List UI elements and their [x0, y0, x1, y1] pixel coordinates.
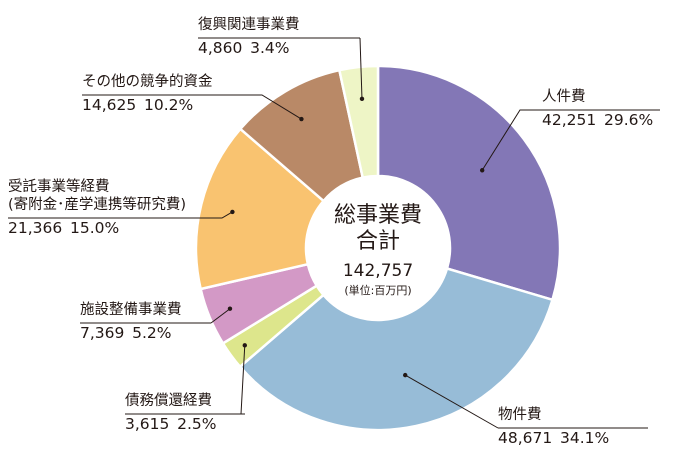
leader-line-3: [210, 308, 231, 324]
leader-line-5: [257, 94, 302, 120]
slice-value-5: 14,625 10.2%: [82, 96, 193, 114]
slice-label-3: 施設整備事業費: [80, 301, 182, 318]
leader-dot-3: [227, 306, 233, 311]
slice-value-3: 7,369 5.2%: [80, 324, 172, 342]
center-title-line-1: 合計: [356, 229, 400, 254]
slice-label-4-line-1: (寄附金･産学連携等研究費): [8, 195, 186, 213]
slice-label-0: 人件費: [542, 88, 586, 105]
pie-slice-6: [337, 64, 380, 180]
leader-line-6: [359, 37, 363, 99]
label-group: 人件費 42,251 29.6% 物件費 48,671 34.1% 債務償還経費 3,61…: [8, 16, 653, 447]
center-unit: (単位:百万円): [344, 283, 411, 297]
leader-dot-6: [359, 96, 365, 102]
slice-value-6: 4,860 3.4%: [198, 39, 290, 57]
slice-label-6: 復興関連事業費: [198, 16, 300, 33]
slice-value-2: 3,615 2.5%: [125, 415, 217, 433]
slice-value-4: 21,366 15.0%: [8, 219, 119, 237]
leader-line-4: [210, 211, 233, 219]
leader-line-group: [8, 37, 660, 429]
leader-line-1: [404, 374, 499, 429]
slice-value-1: 48,671 34.1%: [498, 429, 609, 447]
leader-dot-5: [299, 116, 304, 122]
leader-dot-2: [242, 343, 247, 348]
center-title-line-0: 総事業費: [334, 203, 422, 228]
leader-line-0: [481, 109, 542, 171]
leader-line-2: [240, 345, 246, 415]
slice-label-5: その他の競争的資金: [82, 72, 213, 90]
slice-group: [194, 64, 562, 432]
leader-dot-1: [403, 372, 408, 378]
slice-value-0: 42,251 29.6%: [542, 111, 653, 129]
slice-label-2: 債務償還経費: [125, 392, 212, 409]
pie-slice-4: [194, 127, 326, 291]
slice-label-4-line-0: 受託事業等経費: [8, 177, 110, 195]
pie-slice-0: [376, 64, 562, 302]
leader-dot-0: [479, 168, 485, 173]
pie-slice-1: [238, 266, 555, 432]
center-total: 142,757: [343, 261, 413, 281]
leader-dot-4: [230, 209, 235, 215]
slice-label-1: 物件費: [498, 406, 542, 423]
